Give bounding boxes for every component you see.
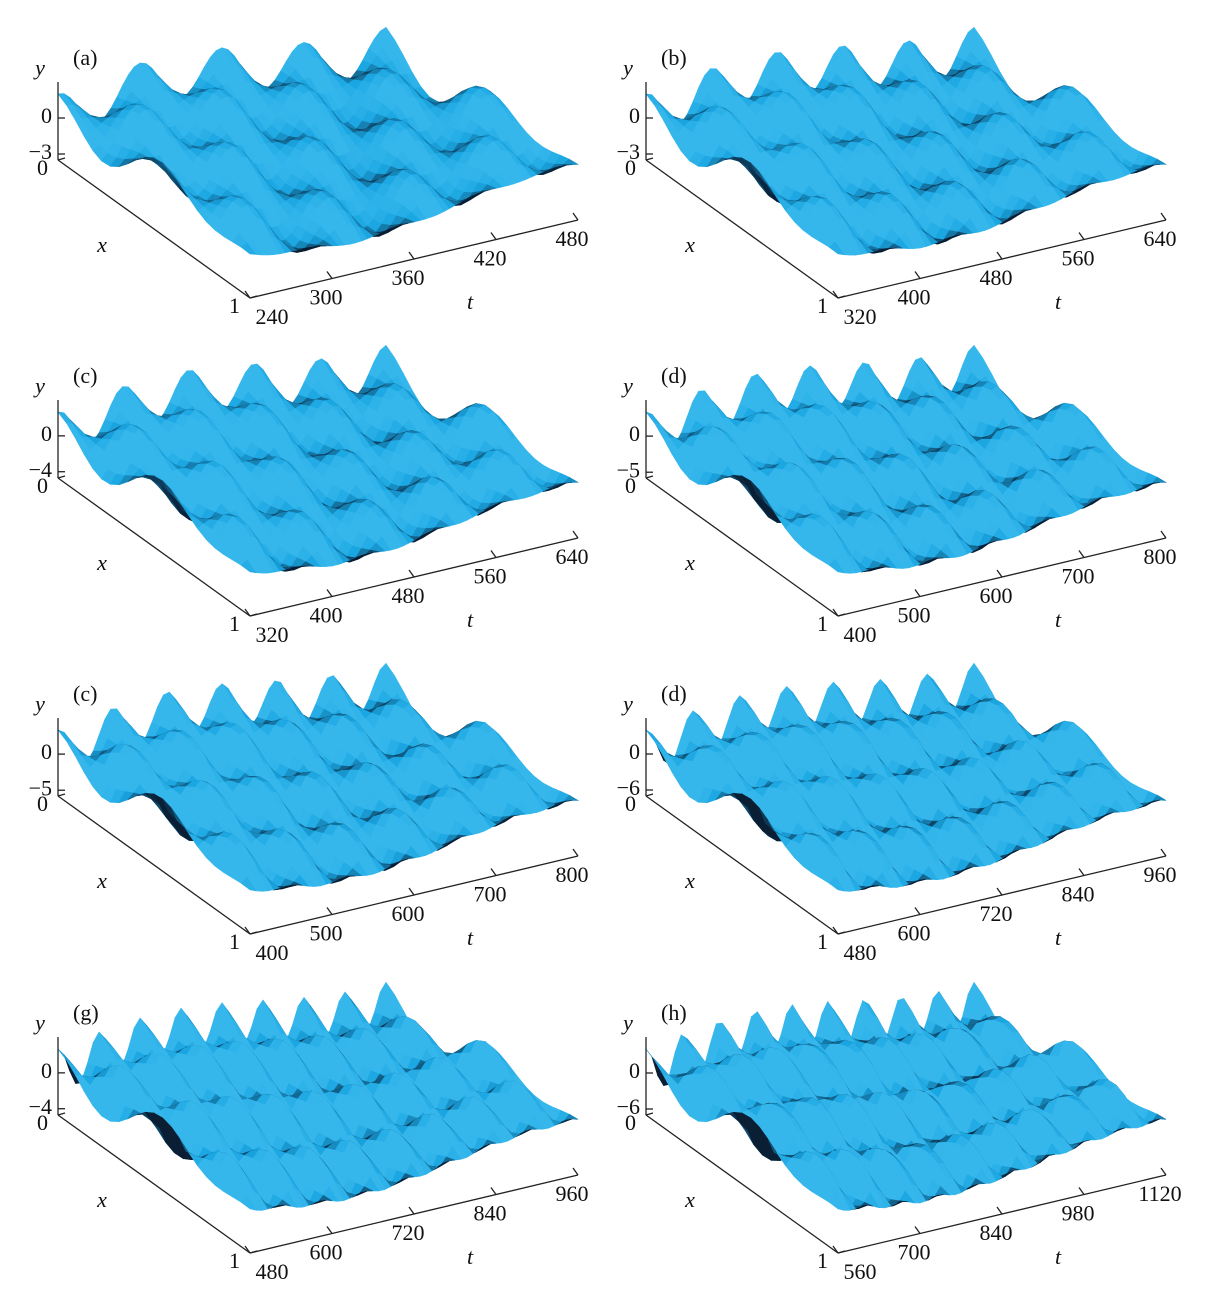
t-tick: [490, 232, 497, 240]
surface: [57, 26, 580, 256]
z-axis-label: y: [33, 373, 45, 398]
t-axis-label: t: [467, 289, 474, 314]
surface: [645, 344, 1168, 574]
z-axis-label: y: [621, 55, 633, 80]
t-tick: [326, 271, 333, 279]
x-tick-label: 0: [37, 473, 48, 498]
t-tick: [572, 212, 579, 221]
x-tick-label: 0: [37, 155, 48, 180]
x-tick: [645, 157, 654, 161]
t-tick: [914, 271, 921, 279]
t-tick-label: 480: [556, 226, 589, 251]
surface-patch: [57, 411, 74, 425]
t-axis-label: t: [1055, 289, 1062, 314]
x-axis-label: x: [684, 232, 695, 257]
t-tick-label: 320: [844, 304, 877, 329]
x-tick-label: 0: [625, 155, 636, 180]
t-tick-label: 360: [392, 265, 425, 290]
surface-patch: [240, 242, 257, 255]
t-tick: [1078, 232, 1085, 240]
t-tick: [408, 569, 415, 578]
z-tick-label: 0: [629, 103, 640, 128]
x-tick-label: 1: [229, 611, 240, 636]
x-tick-label: 1: [229, 293, 240, 318]
x-tick: [57, 157, 66, 161]
t-tick-label: 640: [556, 544, 589, 569]
t-tick-label: 400: [310, 603, 343, 628]
x-tick-label: 1: [817, 293, 828, 318]
surface-patch: [645, 93, 662, 107]
t-tick-label: 420: [474, 246, 507, 271]
t-tick: [572, 530, 579, 539]
z-tick-label: 0: [41, 421, 52, 446]
t-axis-label: t: [467, 607, 474, 632]
z-tick-label: −3: [29, 139, 52, 164]
t-tick: [996, 251, 1003, 260]
t-tick: [1160, 212, 1167, 221]
panel-title: (b): [661, 45, 687, 70]
panel-title: (c): [73, 363, 97, 388]
z-tick-label: 0: [41, 103, 52, 128]
t-tick-label: 400: [898, 285, 931, 310]
surface: [57, 344, 580, 574]
t-tick-label: 320: [256, 622, 289, 647]
t-tick-label: 480: [392, 583, 425, 608]
t-tick-label: 560: [1062, 246, 1095, 271]
z-axis-label: y: [33, 55, 45, 80]
t-tick-label: 480: [980, 265, 1013, 290]
x-axis: [57, 159, 251, 299]
x-axis-label: x: [96, 550, 107, 575]
t-tick: [326, 589, 333, 597]
surface-patch: [645, 411, 662, 426]
surface-patch: [654, 422, 670, 439]
t-tick: [408, 251, 415, 260]
t-tick: [244, 290, 251, 299]
panel-title: (a): [73, 45, 97, 70]
t-tick: [490, 550, 497, 558]
x-tick: [57, 475, 66, 479]
x-tick: [249, 295, 258, 299]
t-tick-label: 240: [256, 304, 289, 329]
t-tick-label: 300: [310, 285, 343, 310]
t-tick-label: 560: [474, 564, 507, 589]
x-axis-label: x: [96, 232, 107, 257]
t-tick-label: 640: [1144, 226, 1177, 251]
surface: [645, 26, 1168, 256]
